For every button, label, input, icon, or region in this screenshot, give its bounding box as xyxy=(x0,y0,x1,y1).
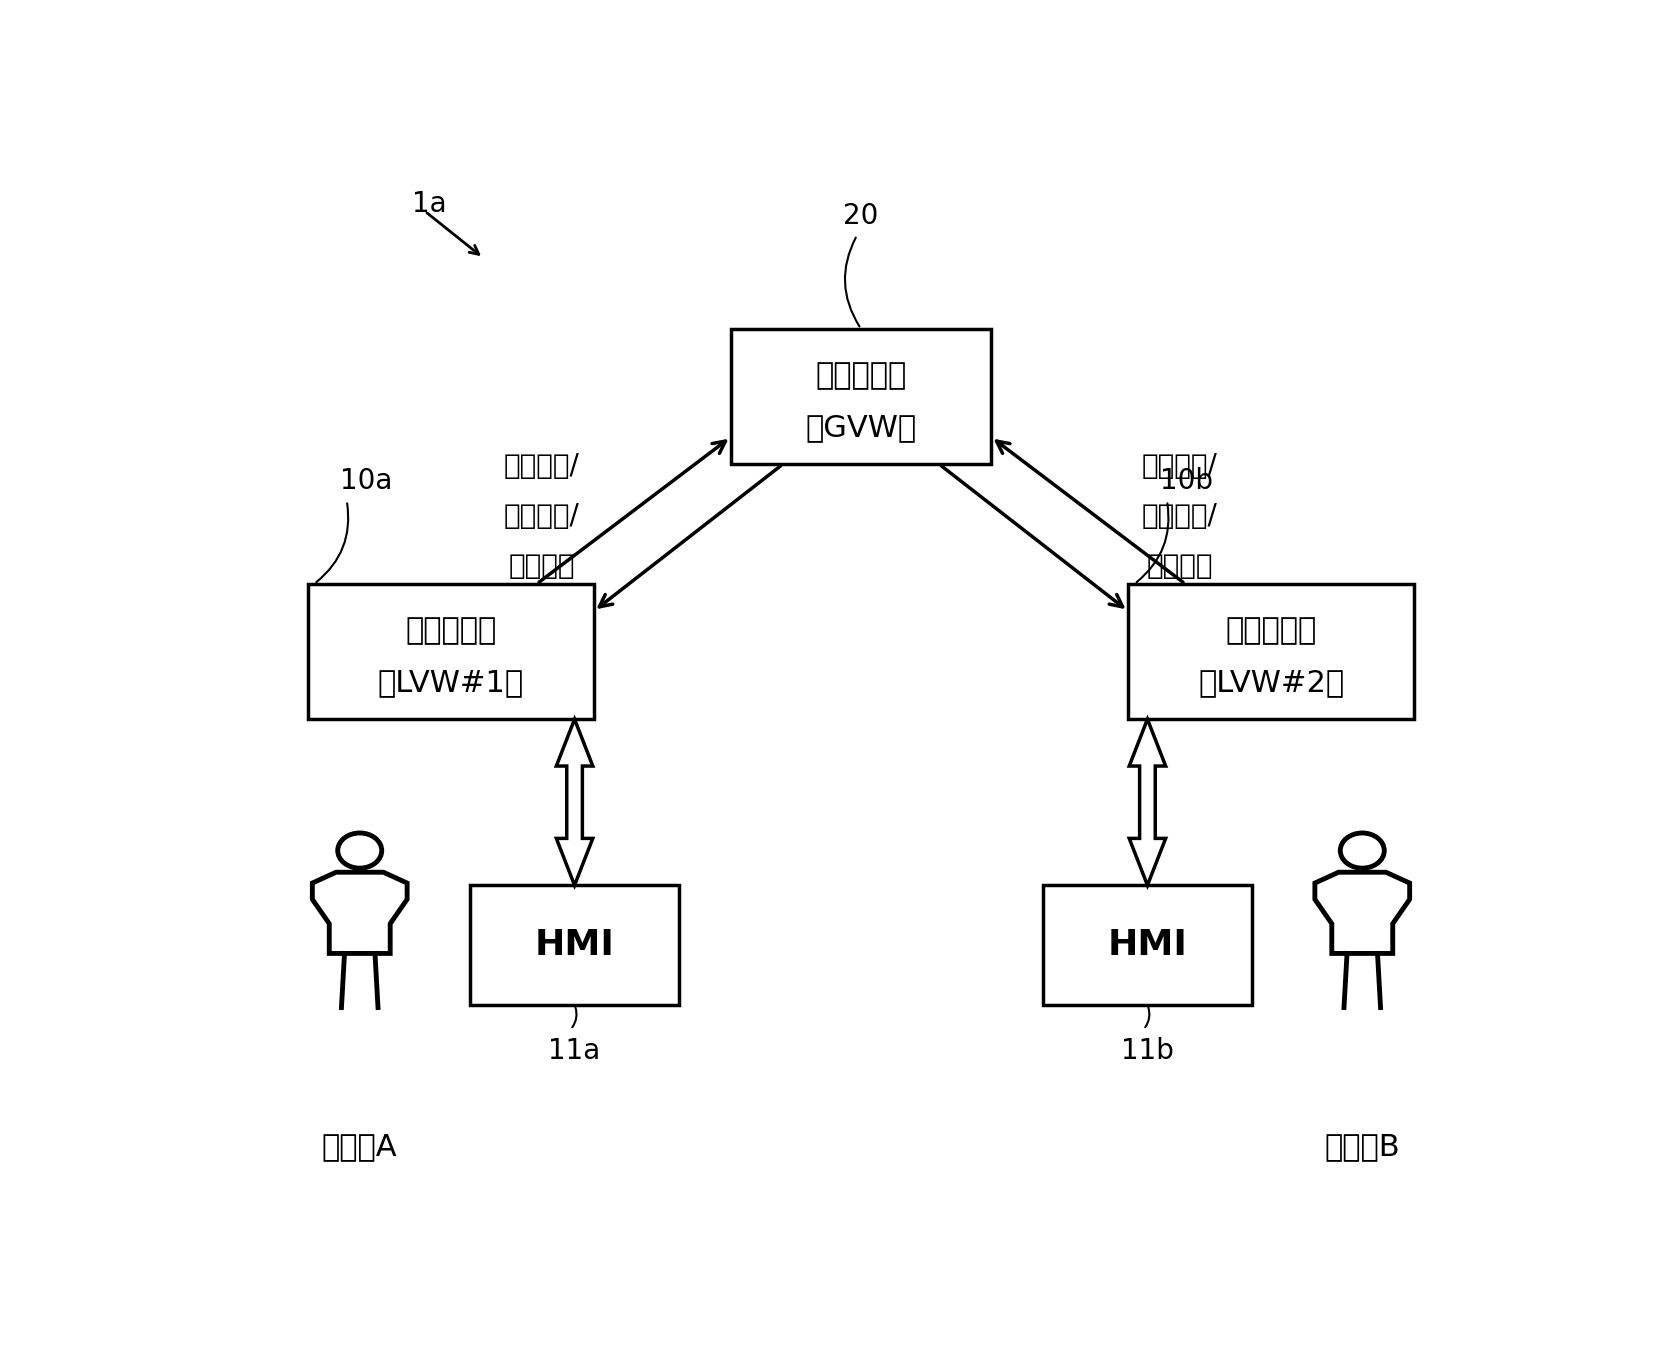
Text: 本地服务器: 本地服务器 xyxy=(405,617,497,645)
Text: （GVW）: （GVW） xyxy=(805,414,917,442)
Text: 11a: 11a xyxy=(548,1037,601,1065)
Text: 虚拟空间/: 虚拟空间/ xyxy=(1142,452,1218,480)
Polygon shape xyxy=(1315,872,1410,953)
Text: （LVW#1）: （LVW#1） xyxy=(378,668,524,698)
Polygon shape xyxy=(556,719,593,886)
Circle shape xyxy=(1341,833,1384,868)
Bar xyxy=(1127,584,1415,719)
Text: 操作者B: 操作者B xyxy=(1324,1133,1399,1161)
Text: 操作者A: 操作者A xyxy=(323,1133,398,1161)
Bar xyxy=(307,584,595,719)
Text: 预测信息/: 预测信息/ xyxy=(504,502,580,530)
Text: 10b: 10b xyxy=(1161,468,1213,495)
Text: 全局服务器: 全局服务器 xyxy=(815,361,907,391)
Text: HMI: HMI xyxy=(534,927,615,963)
Text: 操作信息: 操作信息 xyxy=(509,552,575,580)
Text: （LVW#2）: （LVW#2） xyxy=(1198,668,1344,698)
Text: 操作信息: 操作信息 xyxy=(1147,552,1213,580)
Text: 10a: 10a xyxy=(341,468,393,495)
Text: 预测信息/: 预测信息/ xyxy=(1142,502,1218,530)
Text: 本地服务器: 本地服务器 xyxy=(1225,617,1317,645)
Bar xyxy=(470,886,679,1005)
Polygon shape xyxy=(1129,719,1166,886)
Bar xyxy=(1043,886,1252,1005)
Text: 20: 20 xyxy=(843,201,879,230)
Bar xyxy=(731,329,991,464)
Circle shape xyxy=(338,833,381,868)
Text: 1a: 1a xyxy=(412,189,447,218)
Text: 11b: 11b xyxy=(1121,1037,1174,1065)
Polygon shape xyxy=(312,872,407,953)
Text: 虚拟空间/: 虚拟空间/ xyxy=(504,452,580,480)
Text: HMI: HMI xyxy=(1107,927,1188,963)
